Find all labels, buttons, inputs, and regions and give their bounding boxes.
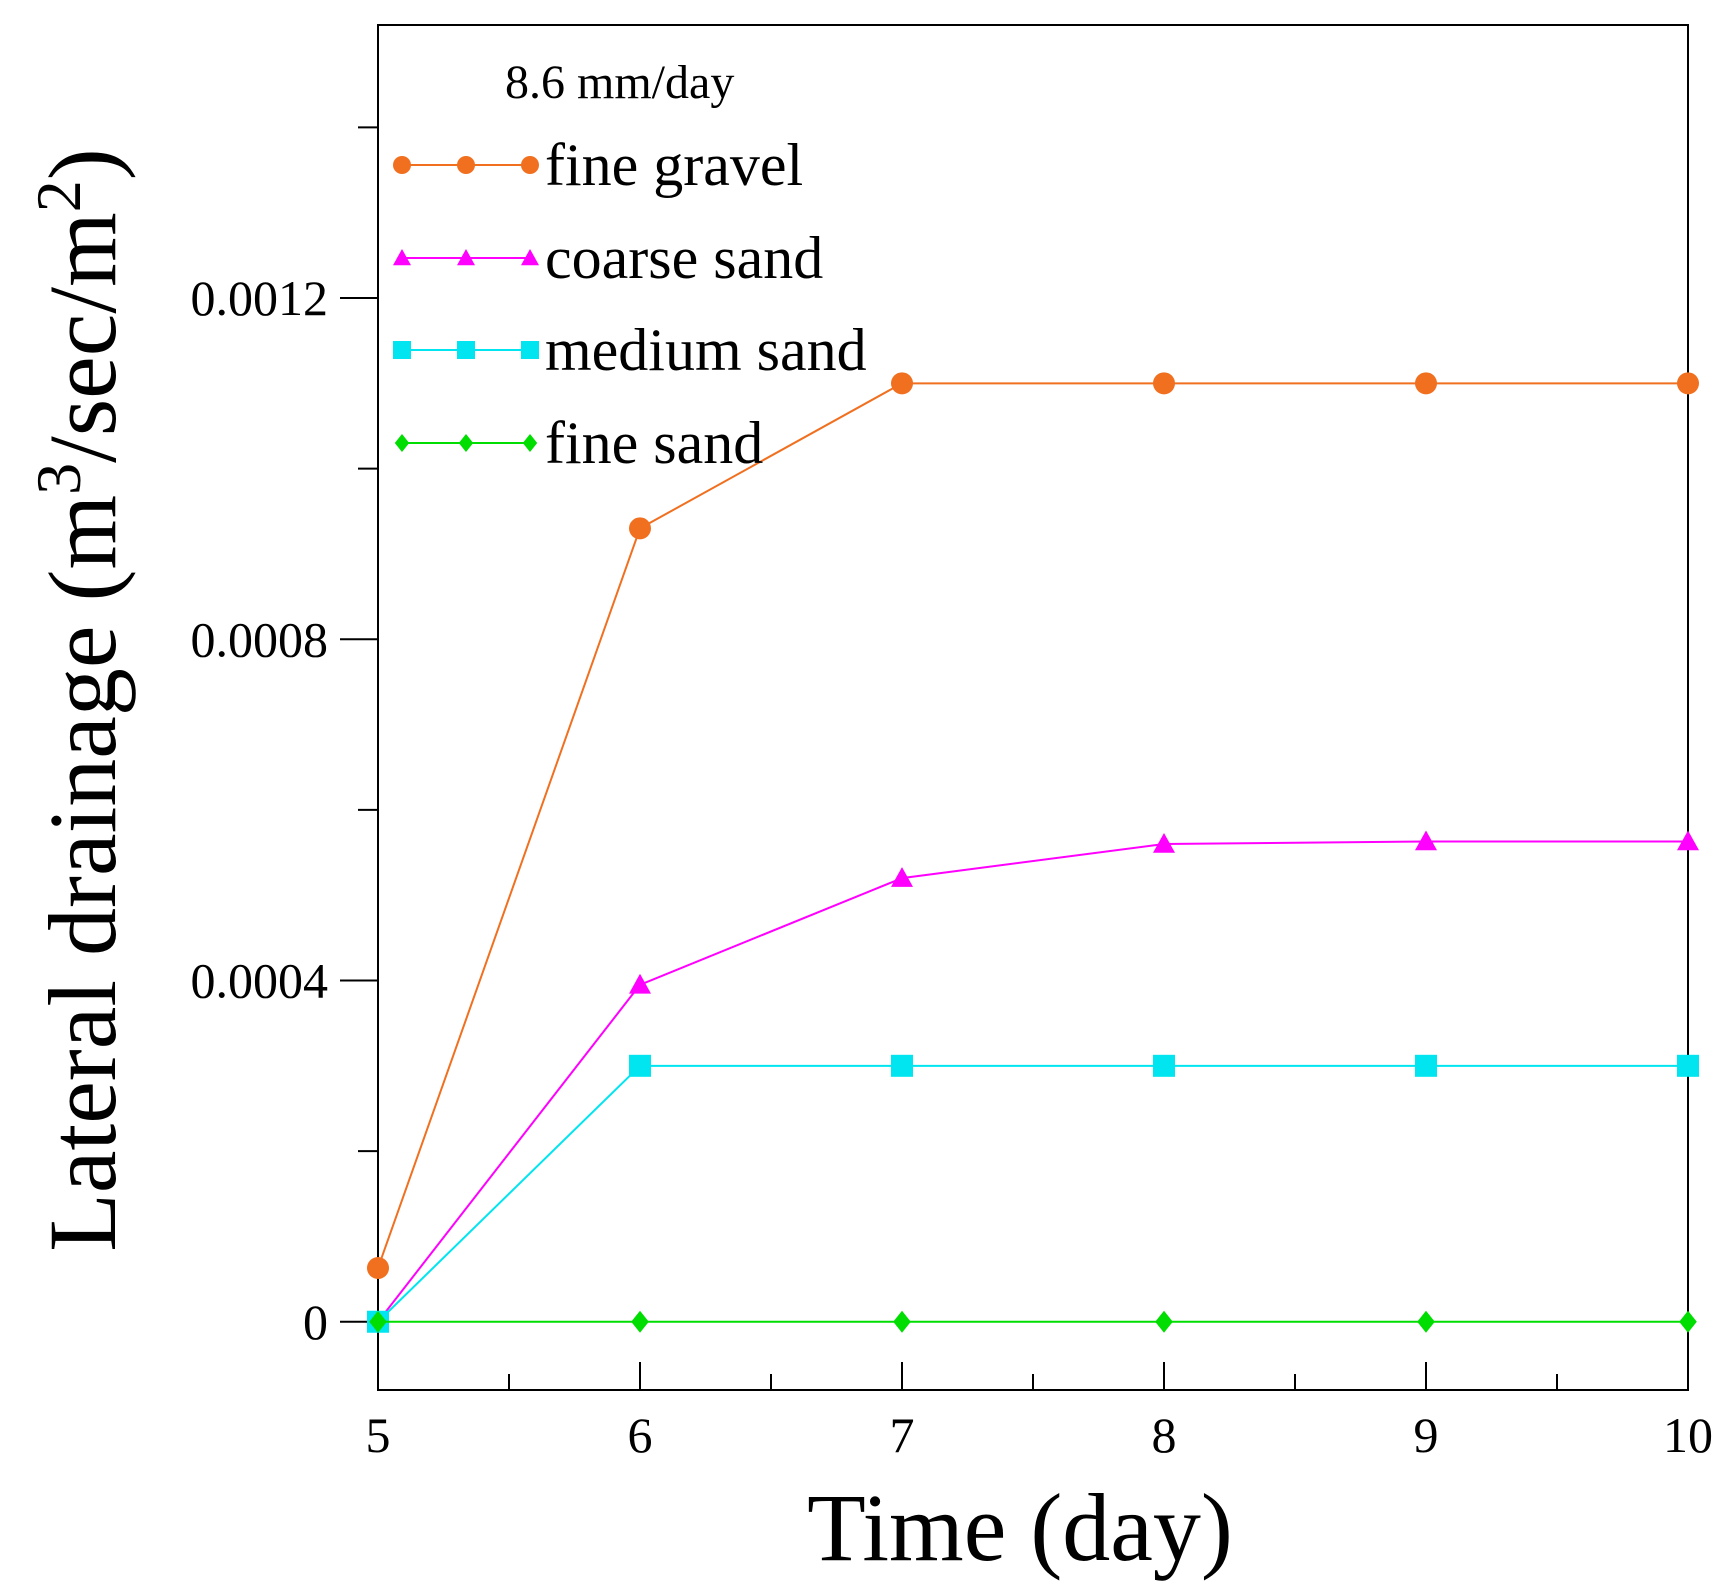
legend-marker-fine-sand [458,434,474,452]
legend-marker-coarse-sand [457,249,475,266]
data-point-coarse-sand [1677,830,1699,851]
data-point-fine-sand [631,1310,649,1333]
legend-label-coarse-sand: coarse sand [545,225,823,291]
legend-marker-medium-sand [393,341,411,359]
y-tick-label: 0.0004 [191,953,329,1009]
data-point-fine-sand [1155,1310,1173,1333]
legend-annotation: 8.6 mm/day [505,56,734,109]
x-tick-label: 7 [890,1407,915,1463]
data-point-medium-sand [629,1054,651,1077]
data-point-fine-gravel [1677,372,1699,395]
data-point-fine-gravel [1153,372,1175,395]
data-point-fine-gravel [629,517,651,540]
data-point-fine-sand [893,1310,911,1333]
x-tick-label: 9 [1414,1407,1439,1463]
x-tick-label: 10 [1663,1407,1713,1463]
data-point-medium-sand [891,1054,913,1077]
data-point-medium-sand [1677,1054,1699,1077]
x-tick-label: 8 [1152,1407,1177,1463]
legend-label-fine-sand: fine sand [545,410,763,476]
series-medium-sand [367,1054,1699,1333]
legend-marker-fine-gravel [457,156,475,174]
data-point-fine-gravel [367,1257,389,1280]
legend-label-fine-gravel: fine gravel [545,132,803,198]
x-tick-label: 5 [366,1407,391,1463]
series-coarse-sand [367,830,1699,1331]
data-point-fine-sand [1417,1310,1435,1333]
y-axis-title-mid: /sec/m [29,212,136,463]
legend-marker-fine-sand [522,434,538,452]
data-point-coarse-sand [1153,833,1175,853]
series-line-coarse-sand [377,840,1688,1323]
data-point-medium-sand [1153,1054,1175,1077]
data-point-medium-sand [1415,1054,1437,1077]
y-axis-title: Lateral drainage (m3/sec/m2) [23,148,137,1251]
y-tick-label: 0 [303,1294,328,1350]
legend-marker-coarse-sand [521,249,539,266]
data-point-fine-gravel [1415,372,1437,395]
data-point-fine-gravel [891,372,913,395]
data-point-coarse-sand [629,973,651,994]
data-point-coarse-sand [1415,830,1437,851]
legend-item-fine-gravel: fine gravel [393,132,803,198]
legend: 8.6 mm/day fine gravel coarse sand medium … [393,56,867,476]
series-layer [367,372,1699,1333]
y-axis-title-prefix: Lateral drainage (m [29,495,136,1252]
legend-marker-medium-sand [457,341,475,359]
y-tick-label: 0.0012 [191,270,329,326]
y-tick-label: 0.0008 [191,611,329,667]
legend-item-medium-sand: medium sand [393,317,867,383]
legend-marker-medium-sand [521,341,539,359]
legend-marker-coarse-sand [393,249,411,266]
data-point-fine-sand [369,1310,387,1333]
legend-label-medium-sand: medium sand [545,317,867,383]
legend-item-fine-sand: fine sand [394,410,763,476]
data-point-fine-sand [1679,1310,1697,1333]
x-tick-label: 6 [628,1407,653,1463]
legend-marker-fine-gravel [393,156,411,174]
legend-marker-fine-gravel [521,156,539,174]
y-axis-title-suffix: ) [29,148,136,180]
series-fine-gravel [367,372,1699,1280]
series-line-medium-sand [377,1064,1688,1323]
legend-item-coarse-sand: coarse sand [393,225,823,291]
x-axis-title: Time (day) [807,1474,1233,1581]
y-axis-title-sup2: 2 [23,180,94,212]
axes-layer: 5 6 7 8 9 10 0 0.0004 0.0008 0.0012 [191,24,1713,1463]
series-line-fine-gravel [377,382,1688,1269]
legend-marker-fine-sand [394,434,410,452]
series-fine-sand [369,1310,1697,1333]
data-point-coarse-sand [891,867,913,887]
y-axis-title-sup1: 3 [23,463,94,495]
